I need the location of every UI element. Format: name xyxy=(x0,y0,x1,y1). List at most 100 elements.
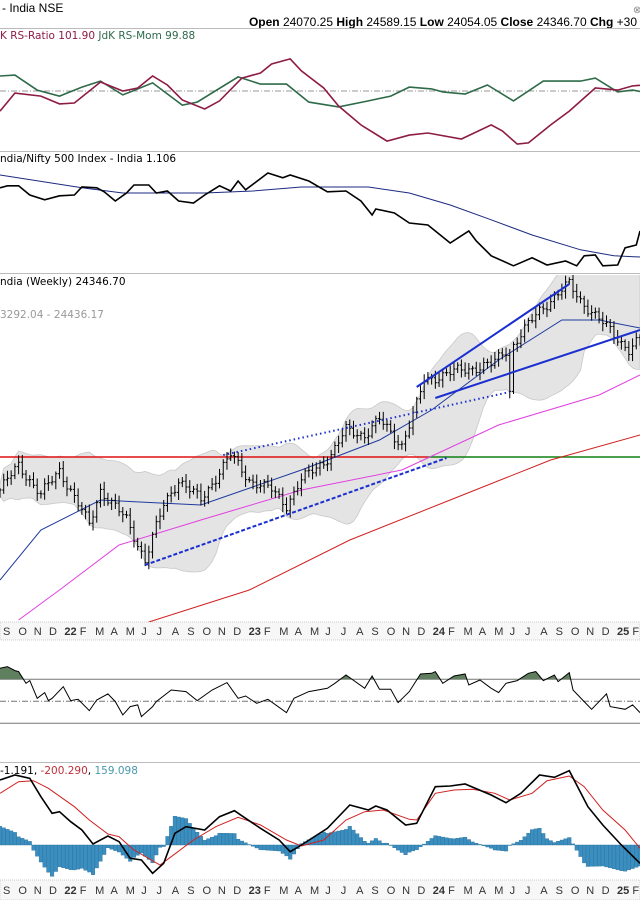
moving-average-1 xyxy=(0,319,640,581)
ohlc-bar xyxy=(147,545,151,570)
macd-histogram-bar xyxy=(191,828,196,846)
ohlc-bar xyxy=(221,459,225,480)
ohlc-bar xyxy=(340,428,344,448)
ohlc-bar xyxy=(5,470,9,487)
histogram-value: 159.098 xyxy=(94,765,137,777)
macd-histogram-bar xyxy=(57,844,62,867)
x-axis-month-label: N xyxy=(586,885,594,897)
ohlc-bar xyxy=(251,474,255,490)
ohlc-bar xyxy=(296,481,300,496)
macd-histogram-bar xyxy=(68,844,73,870)
x-axis-month-label: D xyxy=(49,626,57,638)
ohlc-bar xyxy=(98,483,102,508)
ohlc-bar xyxy=(337,435,341,454)
macd-histogram-bar xyxy=(12,832,17,846)
macd-legend: -1.191, -200.290, 159.098 xyxy=(0,765,138,777)
ohlc-bar xyxy=(229,448,233,461)
macd-histogram-bar xyxy=(72,844,77,871)
x-axis-month-label: J xyxy=(325,626,331,638)
rs-ratio-line xyxy=(0,58,640,145)
macd-histogram-bar xyxy=(165,836,170,846)
ohlc-bar xyxy=(459,359,463,378)
macd-histogram-bar xyxy=(626,844,631,871)
ohlc-bar xyxy=(247,476,251,483)
ohlc-bar xyxy=(415,396,419,419)
macd-histogram-bar xyxy=(91,844,96,875)
macd-histogram-bar xyxy=(154,844,159,856)
x-axis-month-label: O xyxy=(571,885,580,897)
x-axis-month-label: S xyxy=(556,885,563,897)
macd-histogram-bar xyxy=(61,844,66,868)
ohlc-bar xyxy=(258,480,262,493)
macd-histogram-bar xyxy=(251,844,256,847)
x-axis-year-label: 23 xyxy=(249,885,261,897)
ohlc-bar xyxy=(143,543,147,567)
macd-histogram-bar xyxy=(50,844,55,877)
ohlc-bar xyxy=(203,490,207,507)
macd-histogram-bar xyxy=(269,844,274,851)
macd-histogram-bar xyxy=(1,827,6,846)
rrg-panel xyxy=(0,58,640,145)
macd-histogram-bar xyxy=(46,844,51,873)
macd-histogram-bar xyxy=(38,844,43,863)
macd-histogram-bar xyxy=(589,844,594,867)
macd-histogram-bar xyxy=(448,838,453,846)
ohlc-bar xyxy=(69,485,73,492)
x-axis-year-label: 24 xyxy=(433,885,446,897)
ohlc-bar xyxy=(225,451,229,470)
macd-histogram-bar xyxy=(24,839,29,846)
circle-x-icon[interactable]: ⊗ xyxy=(633,5,640,16)
trendline-lower-channel xyxy=(434,329,640,399)
x-axis-month-label: D xyxy=(417,885,425,897)
macd-histogram-bar xyxy=(537,828,542,846)
macd-histogram-bar xyxy=(143,844,148,857)
ohlc-bar xyxy=(72,482,76,503)
macd-histogram-bar xyxy=(336,830,341,846)
macd-histogram-bar xyxy=(254,844,259,849)
ohlc-bar xyxy=(154,515,158,538)
ohlc-bar xyxy=(463,362,467,377)
ohlc-bar xyxy=(515,337,519,352)
ohlc-bar xyxy=(76,488,80,512)
x-axis-month-label: F xyxy=(80,626,87,638)
x-axis-month-label: D xyxy=(233,885,241,897)
ohlc-bar xyxy=(448,365,452,382)
macd-histogram-bar xyxy=(604,844,609,868)
macd-histogram-bar xyxy=(608,844,613,869)
x-axis-month-label: A xyxy=(111,885,119,897)
ohlc-bar xyxy=(400,440,404,450)
macd-histogram-bar xyxy=(504,844,509,852)
chart-title: - India NSE xyxy=(2,1,63,15)
macd-histogram-bar xyxy=(236,839,241,846)
macd-histogram-bar xyxy=(518,840,523,846)
x-axis-month-label: F xyxy=(264,885,271,897)
x-axis-month-label: S xyxy=(187,885,194,897)
ohlc-bar xyxy=(139,541,143,559)
macd-histogram-bar xyxy=(5,829,10,846)
ohlc-bar xyxy=(303,468,307,484)
macd-histogram-bar xyxy=(258,844,263,850)
x-axis-month-label: O xyxy=(387,885,396,897)
ohlc-bar xyxy=(266,474,270,488)
macd-histogram-bar xyxy=(332,831,337,846)
ohlc-bar xyxy=(54,471,58,490)
relative-strength-legend: ndia/Nifty 500 Index - India 1.106 xyxy=(0,153,176,165)
x-axis-month-label: J xyxy=(141,885,147,897)
ohlc-bar xyxy=(471,365,475,376)
x-axis-month-label: F xyxy=(632,885,639,897)
x-axis-month-label: M xyxy=(126,626,135,638)
x-axis-month-label: N xyxy=(34,885,42,897)
x-axis-month-label: J xyxy=(341,885,347,897)
ohlc-bar xyxy=(244,465,248,488)
price-title: ndia (Weekly) 24346.70 xyxy=(0,276,126,288)
ohlc-bar xyxy=(530,313,534,324)
ohlc-bar xyxy=(151,531,155,559)
x-axis-month-label: N xyxy=(402,626,410,638)
ohlc-bar xyxy=(136,537,140,551)
ohlc-bar xyxy=(456,362,460,373)
macd-histogram-bar xyxy=(578,844,583,857)
macd-histogram-bar xyxy=(64,844,69,869)
ohlc-bar xyxy=(325,456,329,472)
x-axis-month-label: N xyxy=(586,626,594,638)
ohlc-bar xyxy=(504,347,508,362)
